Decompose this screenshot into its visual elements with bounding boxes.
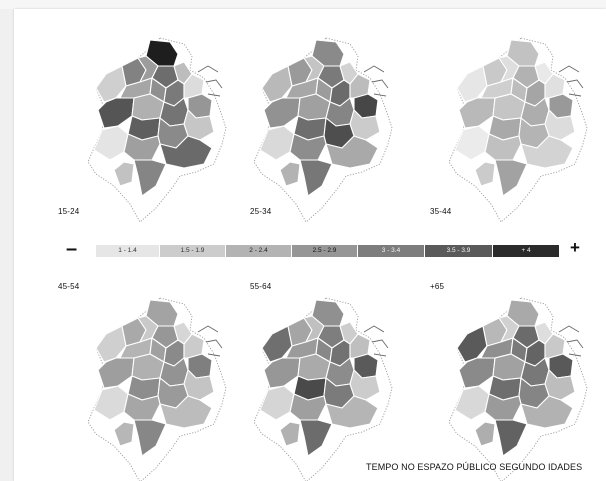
coastline-detail bbox=[197, 65, 223, 97]
legend-swatch-5: 3 - 3.4 bbox=[358, 245, 424, 257]
map-15-24 bbox=[80, 36, 230, 223]
age-label-25-34: 25-34 bbox=[250, 207, 272, 216]
legend-swatch-2: 1.5 - 1.9 bbox=[160, 245, 225, 257]
district-18 bbox=[93, 125, 129, 161]
legend-plus-sign: + bbox=[570, 238, 580, 257]
district-20 bbox=[159, 395, 213, 429]
district-21 bbox=[299, 419, 333, 457]
district-21 bbox=[299, 159, 333, 197]
age-label-plus-65: +65 bbox=[430, 282, 445, 291]
district-19 bbox=[484, 393, 522, 421]
district-20 bbox=[325, 135, 379, 169]
district-18 bbox=[454, 125, 490, 161]
legend-swatch-4: 2.5 - 2.9 bbox=[292, 245, 357, 257]
district-21 bbox=[133, 159, 167, 197]
top-strip bbox=[0, 0, 606, 9]
legend-swatch-6: 3.5 - 3.9 bbox=[425, 245, 492, 257]
age-label-15-24: 15-24 bbox=[58, 207, 80, 216]
district-22 bbox=[113, 421, 135, 447]
map-25-34 bbox=[246, 36, 396, 223]
district-22 bbox=[474, 161, 496, 187]
district-19 bbox=[289, 393, 327, 421]
coastline-detail bbox=[363, 65, 389, 97]
map-55-64 bbox=[246, 296, 396, 481]
age-label-55-64: 55-64 bbox=[250, 282, 272, 291]
coastline-detail bbox=[558, 325, 584, 357]
legend-swatch-1: 1 - 1.4 bbox=[96, 245, 159, 257]
district-11 bbox=[97, 97, 135, 129]
map-plus-65 bbox=[441, 296, 591, 481]
district-21 bbox=[133, 419, 167, 457]
figure-title: TEMPO NO ESPAZO PÚBLICO SEGUNDO IDADES bbox=[366, 462, 583, 472]
legend-swatch-7: + 4 bbox=[493, 245, 559, 257]
district-11 bbox=[458, 357, 496, 389]
district-18 bbox=[259, 125, 295, 161]
district-21 bbox=[494, 159, 528, 197]
district-20 bbox=[325, 395, 379, 429]
age-label-35-44: 35-44 bbox=[430, 207, 452, 216]
legend-swatch-3: 2 - 2.4 bbox=[226, 245, 291, 257]
coastline-detail bbox=[558, 65, 584, 97]
district-11 bbox=[458, 97, 496, 129]
district-19 bbox=[123, 393, 161, 421]
district-22 bbox=[279, 421, 301, 447]
coastline-detail bbox=[197, 325, 223, 357]
district-18 bbox=[259, 385, 295, 421]
district-11 bbox=[263, 357, 301, 389]
district-19 bbox=[484, 133, 522, 161]
coastline-detail bbox=[363, 325, 389, 357]
district-22 bbox=[474, 421, 496, 447]
district-18 bbox=[93, 385, 129, 421]
district-22 bbox=[279, 161, 301, 187]
map-45-54 bbox=[80, 296, 230, 481]
legend-minus-sign: – bbox=[66, 238, 78, 260]
district-19 bbox=[123, 133, 161, 161]
district-11 bbox=[97, 357, 135, 389]
district-20 bbox=[520, 395, 574, 429]
map-35-44 bbox=[441, 36, 591, 223]
district-20 bbox=[520, 135, 574, 169]
district-11 bbox=[263, 97, 301, 129]
district-21 bbox=[494, 419, 528, 457]
district-19 bbox=[289, 133, 327, 161]
age-label-45-54: 45-54 bbox=[58, 282, 80, 291]
district-18 bbox=[454, 385, 490, 421]
district-22 bbox=[113, 161, 135, 187]
left-strip bbox=[0, 9, 14, 481]
district-20 bbox=[159, 135, 213, 169]
